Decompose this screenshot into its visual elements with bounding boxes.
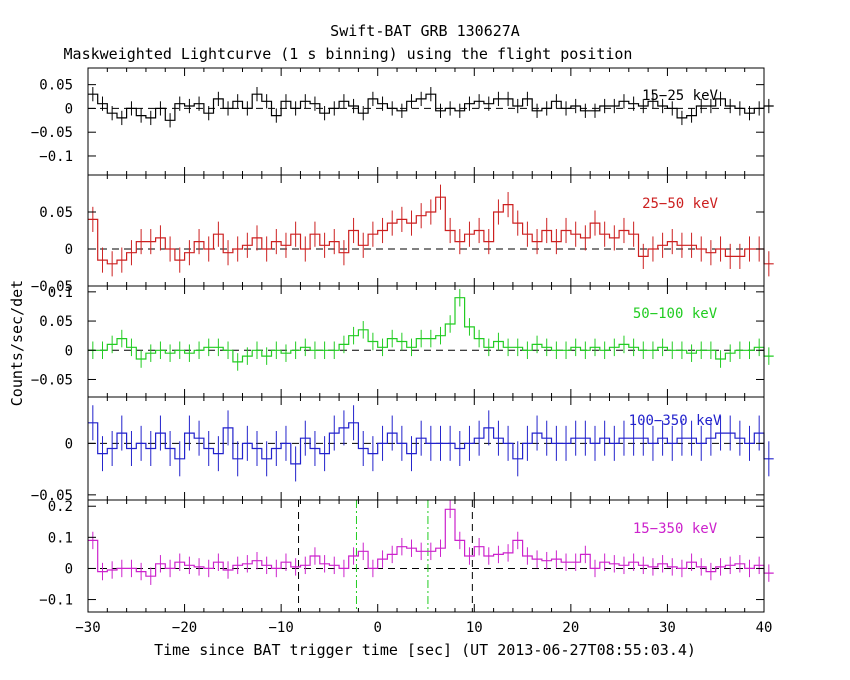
x-tick-label: 40 xyxy=(756,620,773,636)
lightcurve-step xyxy=(88,422,774,465)
panel-2: 0.05 0 −0.05 25−50 keV xyxy=(31,174,774,295)
y-tick-label: 0.1 xyxy=(48,530,73,546)
y-tick-label: 0 xyxy=(65,343,73,359)
y-tick-label: −0.05 xyxy=(31,279,73,295)
x-tick-label: 30 xyxy=(659,620,676,636)
panel-frame xyxy=(87,174,765,287)
band-label: 100−350 keV xyxy=(629,413,722,429)
y-tick-label: −0.05 xyxy=(31,372,73,388)
panel-4: 0 −0.05 100−350 keV xyxy=(31,396,774,504)
y-tick-label: 0.2 xyxy=(48,499,73,515)
y-tick-label: −0.05 xyxy=(31,125,73,141)
x-tick-label: −10 xyxy=(268,620,293,636)
x-axis-label: Time since BAT trigger time [sec] (UT 20… xyxy=(154,641,696,659)
x-tick-label: −30 xyxy=(75,620,100,636)
x-tick-label: 10 xyxy=(466,620,483,636)
band-label: 50−100 keV xyxy=(633,306,718,322)
y-tick-label: 0 xyxy=(65,101,73,117)
x-tick-label: 20 xyxy=(562,620,579,636)
y-tick-label: −0.1 xyxy=(39,149,73,165)
y-tick-label: −0.1 xyxy=(39,593,73,609)
band-label: 25−50 keV xyxy=(642,196,718,212)
panel-frame xyxy=(87,499,765,613)
chart-subtitle: Maskweighted Lightcurve (1 s binning) us… xyxy=(64,45,633,63)
y-tick-label: 0 xyxy=(65,242,73,258)
x-tick-label: −20 xyxy=(172,620,197,636)
y-axis-label: Counts/sec/det xyxy=(8,280,26,406)
panel-5: 0.2 0.1 0 −0.1 15−350 keV xyxy=(39,499,774,613)
lightcurve-step xyxy=(88,196,774,265)
panels: 0.05 0 −0.05 −0.1 15−25 keV 0.05 0 −0.05 25−50 k… xyxy=(31,67,774,636)
y-tick-label: 0.05 xyxy=(39,78,73,94)
y-tick-label: 0 xyxy=(65,436,73,452)
y-tick-label: 0.05 xyxy=(39,314,73,330)
y-tick-label: 0.1 xyxy=(48,285,73,301)
band-label: 15−350 keV xyxy=(633,521,718,537)
y-tick-label: −0.05 xyxy=(31,488,73,504)
lightcurve-step xyxy=(88,297,774,363)
panel-1: 0.05 0 −0.05 −0.1 15−25 keV xyxy=(31,67,774,176)
panel-frame xyxy=(87,67,765,176)
y-tick-label: 0.05 xyxy=(39,205,73,221)
x-tick-label: 0 xyxy=(373,620,381,636)
band-label: 15−25 keV xyxy=(642,88,718,104)
chart-title: Swift-BAT GRB 130627A xyxy=(330,22,520,40)
lightcurve-step xyxy=(88,508,774,577)
lightcurve-step xyxy=(88,93,774,121)
y-tick-label: 0 xyxy=(65,561,73,577)
panel-3: 0.1 0.05 0 −0.05 50−100 keV xyxy=(31,285,774,398)
